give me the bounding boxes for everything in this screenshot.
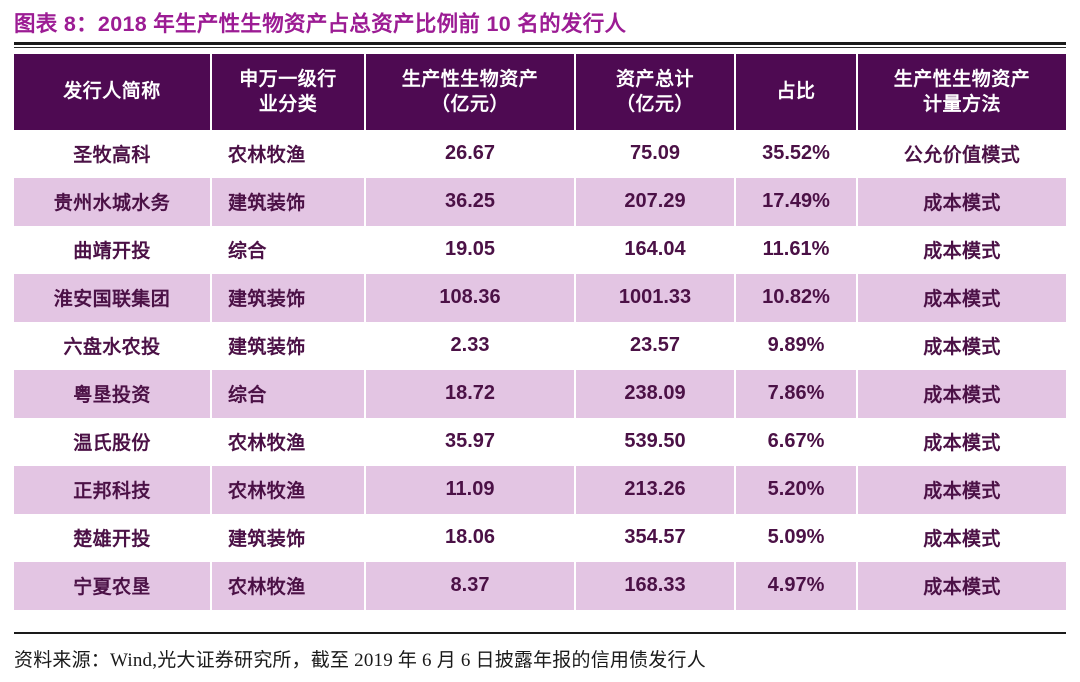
cell-industry: 农林牧渔 xyxy=(211,129,366,178)
table-row: 宁夏农垦 农林牧渔 8.37 168.33 4.97% 成本模式 xyxy=(14,561,1066,610)
cell-ratio: 10.82% xyxy=(735,273,858,322)
column-header-method-line2: 计量方法 xyxy=(922,93,1001,115)
cell-total-asset: 23.57 xyxy=(575,321,736,370)
cell-method: 成本模式 xyxy=(857,225,1066,274)
cell-issuer: 正邦科技 xyxy=(14,465,212,514)
cell-bio-asset: 26.67 xyxy=(365,129,576,178)
column-header-method: 生产性生物资产 计量方法 xyxy=(857,53,1066,130)
cell-method: 成本模式 xyxy=(857,321,1066,370)
cell-industry: 农林牧渔 xyxy=(211,417,366,466)
table-row: 粤垦投资 综合 18.72 238.09 7.86% 成本模式 xyxy=(14,369,1066,418)
table-body: 圣牧高科 农林牧渔 26.67 75.09 35.52% 公允价值模式 贵州水城… xyxy=(14,129,1066,610)
table-header-row: 发行人简称 申万一级行 业分类 生产性生物资产 （亿元） 资产总计 （亿元） 占… xyxy=(14,53,1066,130)
column-header-ratio: 占比 xyxy=(735,53,858,130)
cell-issuer: 楚雄开投 xyxy=(14,513,212,562)
cell-industry: 农林牧渔 xyxy=(211,561,366,610)
footer-rule xyxy=(14,631,1066,634)
cell-bio-asset: 19.05 xyxy=(365,225,576,274)
cell-industry: 建筑装饰 xyxy=(211,177,366,226)
figure-table: 发行人简称 申万一级行 业分类 生产性生物资产 （亿元） 资产总计 （亿元） 占… xyxy=(14,53,1066,610)
cell-industry: 农林牧渔 xyxy=(211,465,366,514)
cell-ratio: 7.86% xyxy=(735,369,858,418)
cell-ratio: 17.49% xyxy=(735,177,858,226)
cell-issuer: 曲靖开投 xyxy=(14,225,212,274)
column-header-industry-line1: 申万一级行 xyxy=(239,68,337,90)
cell-industry: 建筑装饰 xyxy=(211,513,366,562)
cell-total-asset: 164.04 xyxy=(575,225,736,274)
cell-method: 成本模式 xyxy=(857,513,1066,562)
cell-ratio: 35.52% xyxy=(735,129,858,178)
cell-ratio: 11.61% xyxy=(735,225,858,274)
column-header-total-asset-line1: 资产总计 xyxy=(615,68,694,90)
cell-issuer: 温氏股份 xyxy=(14,417,212,466)
column-header-issuer: 发行人简称 xyxy=(14,53,212,130)
table-row: 温氏股份 农林牧渔 35.97 539.50 6.67% 成本模式 xyxy=(14,417,1066,466)
cell-bio-asset: 11.09 xyxy=(365,465,576,514)
cell-issuer: 圣牧高科 xyxy=(14,129,212,178)
source-note: 资料来源：Wind,光大证券研究所，截至 2019 年 6 月 6 日披露年报的… xyxy=(14,650,706,671)
cell-bio-asset: 108.36 xyxy=(365,273,576,322)
title-rule-thick xyxy=(14,42,1066,45)
cell-total-asset: 168.33 xyxy=(575,561,736,610)
cell-total-asset: 1001.33 xyxy=(575,273,736,322)
footer-spacer xyxy=(14,610,1066,632)
column-header-ratio-line1: 占比 xyxy=(776,81,816,102)
cell-bio-asset: 8.37 xyxy=(365,561,576,610)
cell-method: 成本模式 xyxy=(857,369,1066,418)
column-header-industry-line2: 业分类 xyxy=(258,93,318,115)
table-row: 贵州水城水务 建筑装饰 36.25 207.29 17.49% 成本模式 xyxy=(14,177,1066,226)
cell-issuer: 六盘水农投 xyxy=(14,321,212,370)
cell-ratio: 6.67% xyxy=(735,417,858,466)
cell-ratio: 5.20% xyxy=(735,465,858,514)
figure-title-row: 图表 8：2018 年生产性生物资产占总资产比例前 10 名的发行人 xyxy=(14,0,1066,42)
table-header: 发行人简称 申万一级行 业分类 生产性生物资产 （亿元） 资产总计 （亿元） 占… xyxy=(14,53,1066,130)
cell-industry: 建筑装饰 xyxy=(211,273,366,322)
table-row: 淮安国联集团 建筑装饰 108.36 1001.33 10.82% 成本模式 xyxy=(14,273,1066,322)
cell-bio-asset: 18.72 xyxy=(365,369,576,418)
column-header-method-line1: 生产性生物资产 xyxy=(893,68,1031,90)
cell-method: 公允价值模式 xyxy=(857,129,1066,178)
column-header-bio-asset: 生产性生物资产 （亿元） xyxy=(365,53,576,130)
column-header-industry: 申万一级行 业分类 xyxy=(211,53,366,130)
cell-total-asset: 539.50 xyxy=(575,417,736,466)
cell-method: 成本模式 xyxy=(857,273,1066,322)
cell-bio-asset: 35.97 xyxy=(365,417,576,466)
column-header-bio-asset-line1: 生产性生物资产 xyxy=(401,68,539,90)
cell-method: 成本模式 xyxy=(857,177,1066,226)
cell-industry: 综合 xyxy=(211,225,366,274)
cell-method: 成本模式 xyxy=(857,465,1066,514)
cell-industry: 建筑装饰 xyxy=(211,321,366,370)
cell-total-asset: 207.29 xyxy=(575,177,736,226)
title-rule-thin xyxy=(14,46,1066,48)
table-row: 曲靖开投 综合 19.05 164.04 11.61% 成本模式 xyxy=(14,225,1066,274)
cell-industry: 综合 xyxy=(211,369,366,418)
table-row: 正邦科技 农林牧渔 11.09 213.26 5.20% 成本模式 xyxy=(14,465,1066,514)
column-header-total-asset: 资产总计 （亿元） xyxy=(575,53,736,130)
cell-issuer: 贵州水城水务 xyxy=(14,177,212,226)
cell-total-asset: 354.57 xyxy=(575,513,736,562)
cell-issuer: 淮安国联集团 xyxy=(14,273,212,322)
column-header-bio-asset-line2: （亿元） xyxy=(430,93,509,115)
cell-bio-asset: 18.06 xyxy=(365,513,576,562)
cell-issuer: 粤垦投资 xyxy=(14,369,212,418)
cell-total-asset: 238.09 xyxy=(575,369,736,418)
cell-total-asset: 75.09 xyxy=(575,129,736,178)
cell-issuer: 宁夏农垦 xyxy=(14,561,212,610)
cell-bio-asset: 2.33 xyxy=(365,321,576,370)
cell-ratio: 4.97% xyxy=(735,561,858,610)
column-header-total-asset-line2: （亿元） xyxy=(615,93,694,115)
cell-ratio: 5.09% xyxy=(735,513,858,562)
table-row: 楚雄开投 建筑装饰 18.06 354.57 5.09% 成本模式 xyxy=(14,513,1066,562)
page-title: 图表 8：2018 年生产性生物资产占总资产比例前 10 名的发行人 xyxy=(14,12,627,36)
cell-method: 成本模式 xyxy=(857,561,1066,610)
cell-ratio: 9.89% xyxy=(735,321,858,370)
table-row: 六盘水农投 建筑装饰 2.33 23.57 9.89% 成本模式 xyxy=(14,321,1066,370)
column-header-issuer-line1: 发行人简称 xyxy=(63,81,161,102)
cell-method: 成本模式 xyxy=(857,417,1066,466)
table-row: 圣牧高科 农林牧渔 26.67 75.09 35.52% 公允价值模式 xyxy=(14,129,1066,178)
cell-bio-asset: 36.25 xyxy=(365,177,576,226)
cell-total-asset: 213.26 xyxy=(575,465,736,514)
